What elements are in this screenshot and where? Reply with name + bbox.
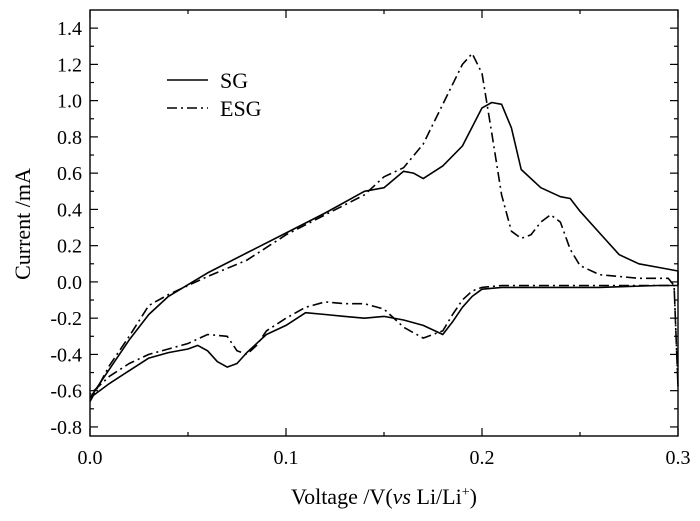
legend-sg-label: SG bbox=[220, 68, 248, 93]
y-tick-label: 0.4 bbox=[57, 199, 82, 221]
y-tick-label: 1.2 bbox=[57, 54, 82, 76]
legend-esg-label: ESG bbox=[220, 96, 262, 121]
legend: SG ESG bbox=[167, 68, 262, 121]
y-tick-label: -0.4 bbox=[50, 344, 82, 366]
plot-frame bbox=[89, 9, 679, 437]
x-axis-label: Voltage /V(vs Li/Li+) bbox=[291, 484, 477, 509]
y-tick-label: 1.0 bbox=[57, 91, 82, 113]
x-tick-labels: 0.0 0.1 0.2 0.3 bbox=[78, 447, 691, 469]
series-line-esg bbox=[89, 52, 679, 402]
y-tick-label: 0.2 bbox=[57, 236, 82, 258]
y-tick-label: -0.8 bbox=[50, 417, 82, 439]
x-tick-label: 0.1 bbox=[274, 447, 299, 469]
y-tick-label: 0.0 bbox=[57, 272, 82, 294]
y-tick-label: 1.4 bbox=[57, 18, 82, 40]
x-tick-label: 0.0 bbox=[78, 447, 103, 469]
y-tick-label: -0.6 bbox=[50, 381, 82, 403]
y-tick-label: -0.2 bbox=[50, 308, 82, 330]
y-tick-label: 0.8 bbox=[57, 127, 82, 149]
y-tick-labels: -0.8 -0.6 -0.4 -0.2 0.0 0.2 0.4 0.6 0.8 1.0 1.2 1.4 bbox=[50, 18, 82, 439]
y-axis-label: Current /mA bbox=[10, 168, 35, 280]
y-tick-label: 0.6 bbox=[57, 163, 82, 185]
x-tick-label: 0.2 bbox=[470, 447, 495, 469]
x-tick-label: 0.3 bbox=[666, 447, 691, 469]
